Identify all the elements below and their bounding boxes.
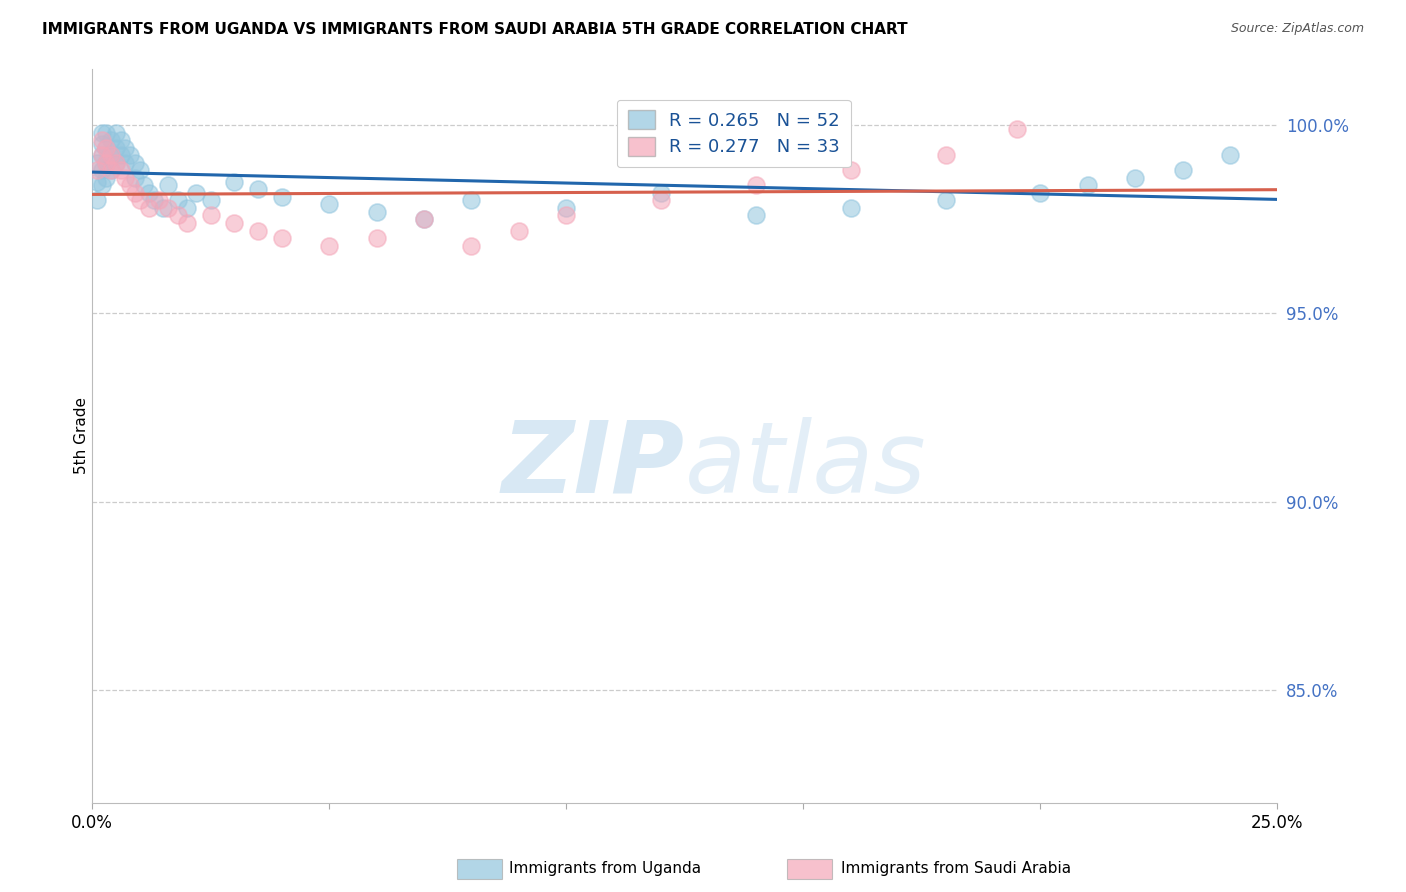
Point <box>100 163 122 178</box>
Point <box>110 133 132 147</box>
Point <box>86 163 108 178</box>
Point <box>134 178 156 193</box>
Point <box>935 148 957 162</box>
Point <box>460 194 482 208</box>
Point <box>104 126 127 140</box>
Point <box>650 194 672 208</box>
Point <box>90 133 112 147</box>
Point <box>120 178 142 193</box>
Point <box>650 186 672 200</box>
Point <box>114 170 136 185</box>
Point <box>413 212 436 227</box>
Point <box>124 170 146 185</box>
Text: atlas: atlas <box>685 417 927 514</box>
Point <box>96 126 118 140</box>
Point <box>555 201 578 215</box>
Point <box>104 155 127 169</box>
Point <box>247 182 270 196</box>
Point <box>104 155 127 169</box>
Point <box>745 209 768 223</box>
Point <box>100 163 122 178</box>
Point <box>1005 121 1028 136</box>
Point <box>90 178 112 193</box>
Y-axis label: 5th Grade: 5th Grade <box>73 398 89 475</box>
Point <box>138 186 160 200</box>
Point <box>110 148 132 162</box>
Text: Immigrants from Saudi Arabia: Immigrants from Saudi Arabia <box>841 862 1071 876</box>
Point <box>100 133 122 147</box>
Point <box>128 163 150 178</box>
Point <box>96 141 118 155</box>
Point <box>1123 170 1146 185</box>
Point <box>166 194 188 208</box>
Point <box>176 201 198 215</box>
Point <box>128 194 150 208</box>
Point <box>90 126 112 140</box>
Point <box>90 163 112 178</box>
Point <box>366 231 388 245</box>
Point <box>200 209 222 223</box>
Point <box>745 178 768 193</box>
Point <box>114 155 136 169</box>
Point <box>86 155 108 169</box>
Point <box>138 201 160 215</box>
Point <box>460 238 482 252</box>
Point <box>114 141 136 155</box>
Point <box>508 223 530 237</box>
Point <box>104 141 127 155</box>
Point <box>86 194 108 208</box>
Point <box>100 148 122 162</box>
Point <box>1029 186 1052 200</box>
Point <box>270 231 292 245</box>
Point <box>839 163 862 178</box>
Point <box>366 204 388 219</box>
Text: Immigrants from Uganda: Immigrants from Uganda <box>509 862 702 876</box>
Point <box>96 155 118 169</box>
Point <box>142 194 165 208</box>
Point <box>1171 163 1194 178</box>
Point <box>90 148 112 162</box>
Point <box>96 141 118 155</box>
Point <box>124 155 146 169</box>
Point <box>152 201 174 215</box>
Point <box>200 194 222 208</box>
Point <box>318 238 340 252</box>
Point <box>96 170 118 185</box>
Point <box>1077 178 1099 193</box>
Point <box>224 216 246 230</box>
Point <box>148 194 170 208</box>
Text: ZIP: ZIP <box>502 417 685 514</box>
Point <box>86 175 108 189</box>
Point <box>1219 148 1241 162</box>
Text: IMMIGRANTS FROM UGANDA VS IMMIGRANTS FROM SAUDI ARABIA 5TH GRADE CORRELATION CHA: IMMIGRANTS FROM UGANDA VS IMMIGRANTS FRO… <box>42 22 908 37</box>
Point <box>839 201 862 215</box>
Point <box>318 197 340 211</box>
Point <box>186 186 208 200</box>
Point <box>96 155 118 169</box>
Text: Source: ZipAtlas.com: Source: ZipAtlas.com <box>1230 22 1364 36</box>
Point <box>124 186 146 200</box>
Point <box>935 194 957 208</box>
Point <box>157 201 180 215</box>
Point <box>90 136 112 151</box>
Point <box>100 148 122 162</box>
Point <box>224 175 246 189</box>
Point <box>120 148 142 162</box>
Point <box>176 216 198 230</box>
Point <box>110 163 132 178</box>
Point <box>90 148 112 162</box>
Point <box>413 212 436 227</box>
Point <box>166 209 188 223</box>
Point <box>270 189 292 203</box>
Point <box>157 178 180 193</box>
Point <box>555 209 578 223</box>
Legend: R = 0.265   N = 52, R = 0.277   N = 33: R = 0.265 N = 52, R = 0.277 N = 33 <box>617 100 851 167</box>
Point <box>247 223 270 237</box>
